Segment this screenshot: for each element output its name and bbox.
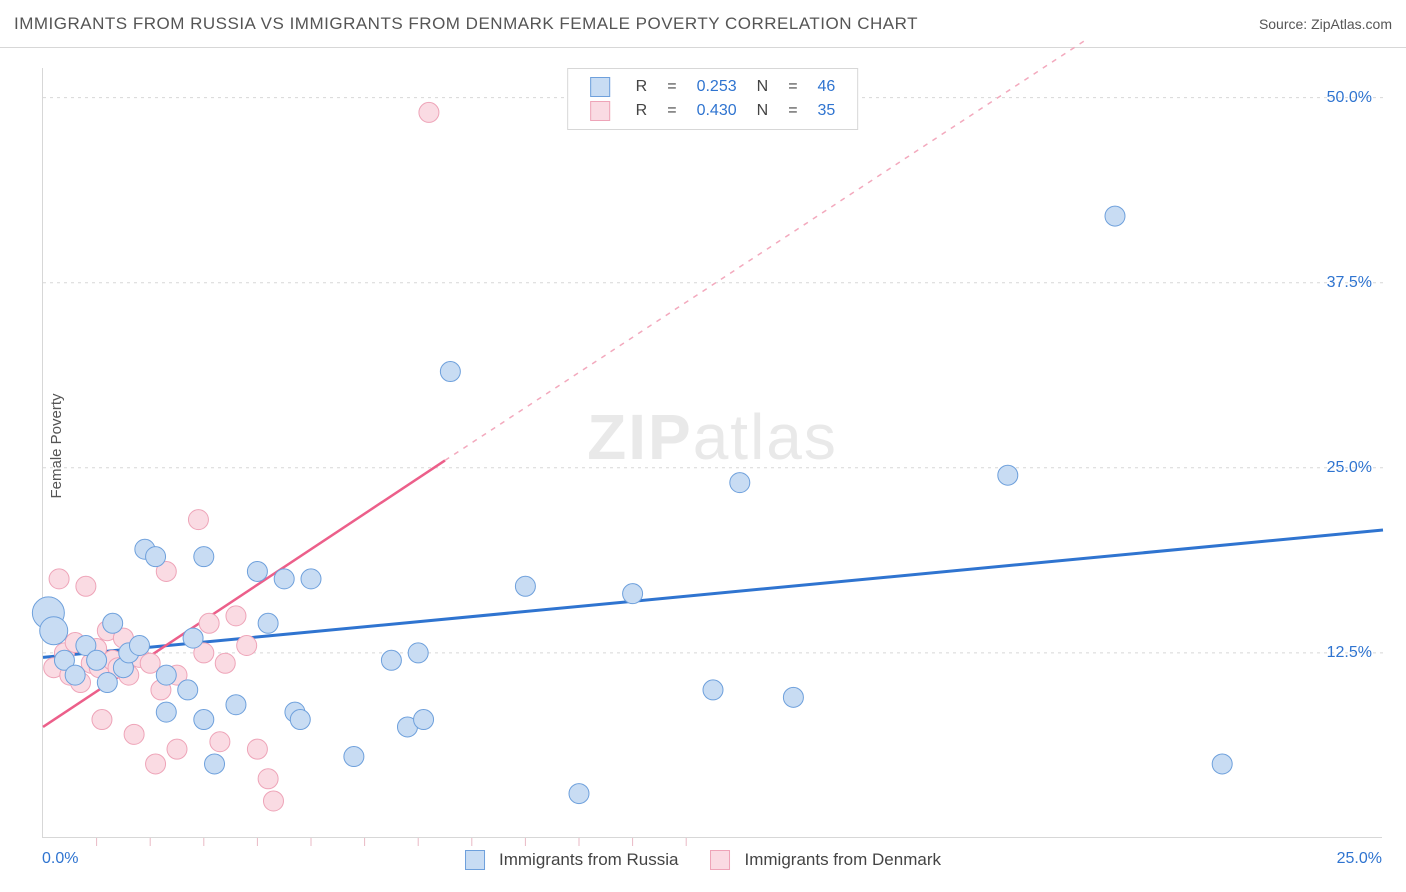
n-value-russia: 46 [808, 75, 846, 99]
x-end-label: 25.0% [1337, 850, 1382, 868]
legend-row-russia: R = 0.253 N = 46 [580, 75, 846, 99]
chart-svg [43, 68, 1382, 837]
source-link[interactable]: ZipAtlas.com [1311, 16, 1392, 32]
legend-row-denmark: R = 0.430 N = 35 [580, 99, 846, 123]
n-value-denmark: 35 [808, 99, 846, 123]
correlation-legend: R = 0.253 N = 46 R = 0.430 N = 35 [567, 68, 859, 130]
y-tick-label: 37.5% [1327, 274, 1372, 292]
swatch-russia-bottom [465, 850, 485, 870]
chart-title: IMMIGRANTS FROM RUSSIA VS IMMIGRANTS FRO… [14, 14, 918, 34]
legend-item-denmark: Immigrants from Denmark [711, 850, 941, 870]
header-bar: IMMIGRANTS FROM RUSSIA VS IMMIGRANTS FRO… [0, 0, 1406, 48]
source-attribution: Source: ZipAtlas.com [1259, 16, 1392, 32]
y-tick-label: 25.0% [1327, 459, 1372, 477]
swatch-russia [590, 77, 610, 97]
y-tick-label: 12.5% [1327, 644, 1372, 662]
r-value-denmark: 0.430 [687, 99, 747, 123]
legend-item-russia: Immigrants from Russia [465, 850, 678, 870]
swatch-denmark [590, 101, 610, 121]
r-value-russia: 0.253 [687, 75, 747, 99]
plot-area: ZIPatlas 12.5%25.0%37.5%50.0% R = 0.253 … [42, 68, 1382, 838]
legend-label-russia: Immigrants from Russia [499, 850, 678, 870]
x-origin-label: 0.0% [42, 850, 78, 868]
y-tick-label: 50.0% [1327, 89, 1372, 107]
swatch-denmark-bottom [711, 850, 731, 870]
series-legend: Immigrants from Russia Immigrants from D… [465, 850, 941, 870]
source-prefix: Source: [1259, 16, 1311, 32]
legend-label-denmark: Immigrants from Denmark [745, 850, 941, 870]
